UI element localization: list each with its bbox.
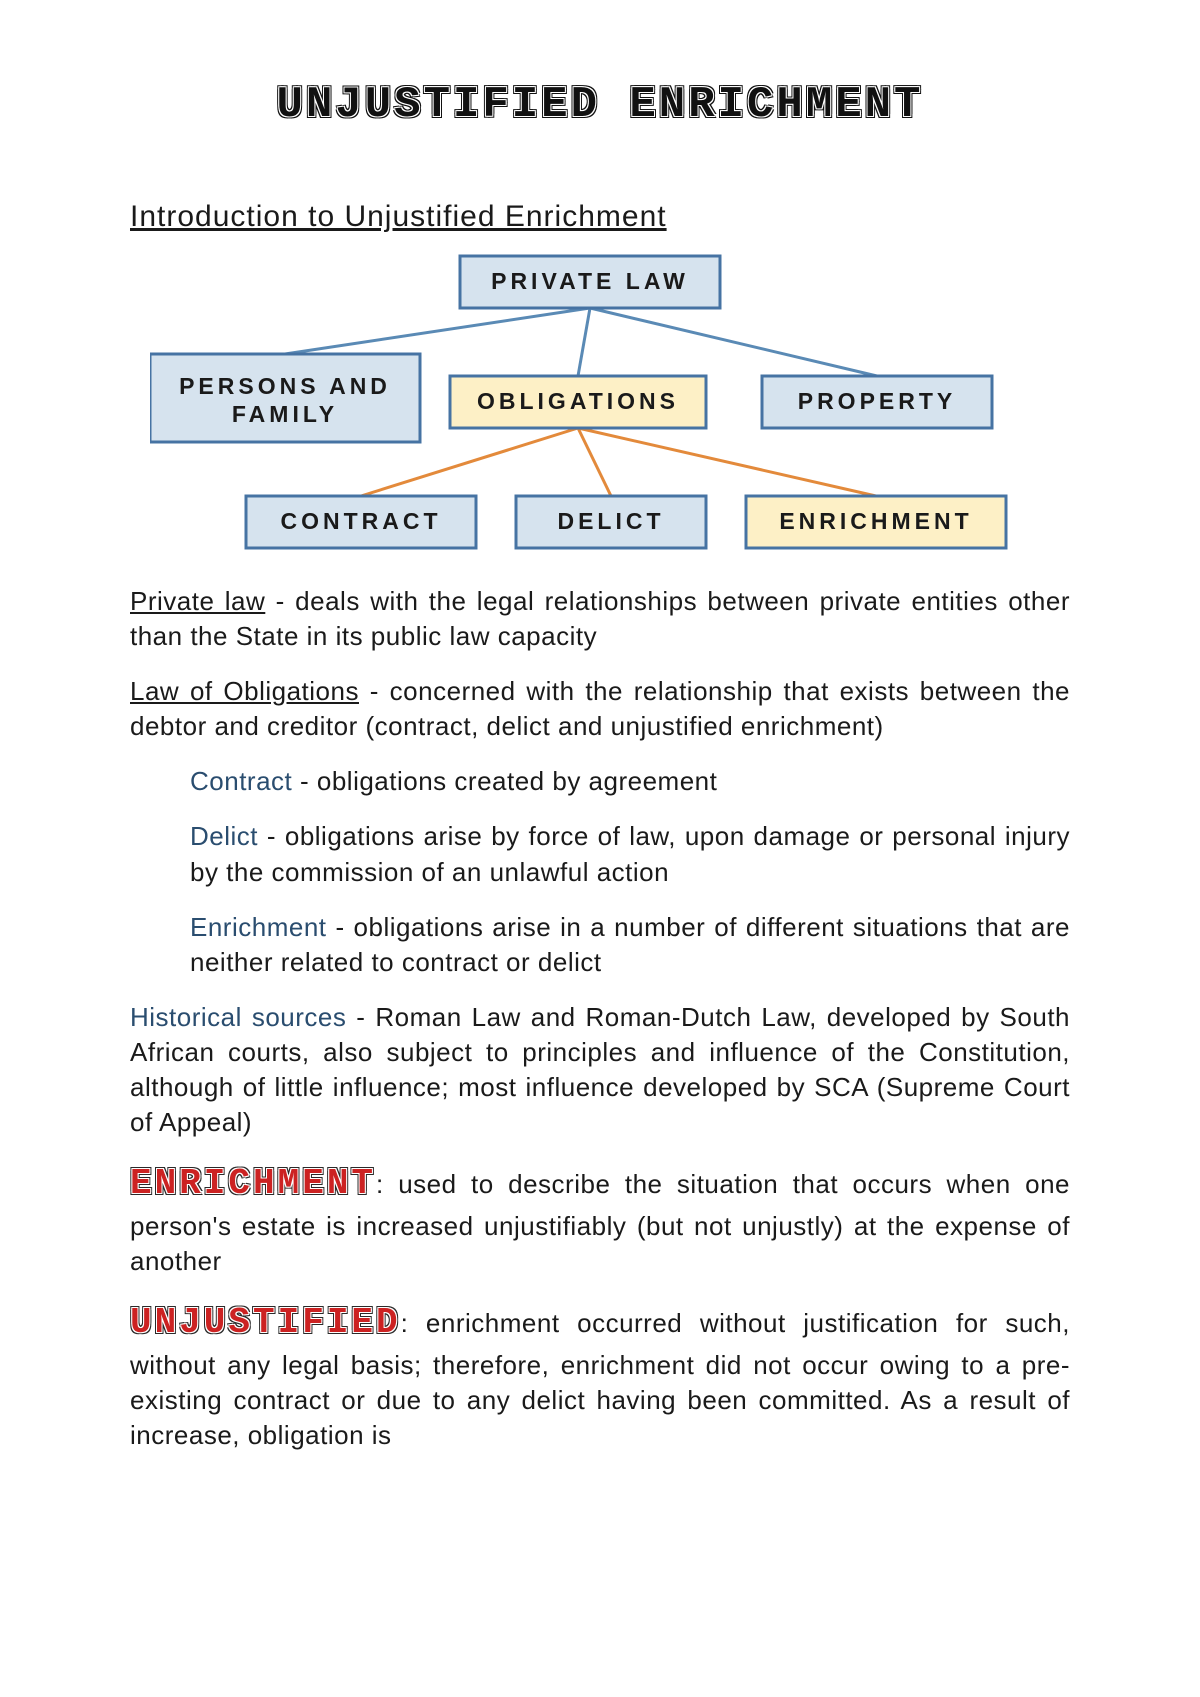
svg-text:ENRICHMENT: ENRICHMENT — [779, 508, 972, 534]
svg-text:FAMILY: FAMILY — [232, 401, 338, 427]
node-obligations: OBLIGATIONS — [450, 376, 706, 428]
node-persons-family: PERSONS ANDFAMILY — [150, 354, 420, 442]
head-enrichment: ENRICHMENT — [130, 1163, 376, 1204]
edge-obligations-delict — [578, 428, 611, 496]
term-historical: Historical sources — [130, 1002, 346, 1032]
svg-text:PRIVATE LAW: PRIVATE LAW — [491, 268, 689, 294]
svg-text:DELICT: DELICT — [557, 508, 664, 534]
term-private-law: Private law — [130, 586, 265, 616]
def-private-law: - deals with the legal relationships bet… — [130, 586, 1070, 651]
para-enrichment: Enrichment - obligations arise in a numb… — [130, 910, 1070, 980]
node-private-law: PRIVATE LAW — [460, 256, 720, 308]
term-delict: Delict — [190, 821, 258, 851]
edge-obligations-enrichment — [578, 428, 876, 496]
svg-text:PROPERTY: PROPERTY — [798, 388, 957, 414]
section-heading: Introduction to Unjustified Enrichment — [130, 200, 1070, 234]
hierarchy-diagram: PRIVATE LAW PERSONS ANDFAMILY OBLIGATIONS P… — [150, 246, 1050, 556]
svg-text:PERSONS AND: PERSONS AND — [179, 373, 391, 399]
edge-private-law-property — [590, 308, 877, 376]
node-enrichment: ENRICHMENT — [746, 496, 1006, 548]
page-title: UNJUSTIFIED ENRICHMENT — [130, 80, 1070, 130]
def-delict: - obligations arise by force of law, upo… — [190, 821, 1070, 886]
term-enrichment: Enrichment — [190, 912, 327, 942]
head-unjustified: UNJUSTIFIED — [130, 1302, 401, 1343]
para-unjustified-def: UNJUSTIFIED: enrichment occurred without… — [130, 1299, 1070, 1453]
term-contract: Contract — [190, 766, 292, 796]
svg-text:CONTRACT: CONTRACT — [280, 508, 441, 534]
node-property: PROPERTY — [762, 376, 992, 428]
svg-text:OBLIGATIONS: OBLIGATIONS — [477, 388, 679, 414]
para-enrichment-def: ENRICHMENT: used to describe the situati… — [130, 1160, 1070, 1279]
para-private-law: Private law - deals with the legal relat… — [130, 584, 1070, 654]
para-delict: Delict - obligations arise by force of l… — [130, 819, 1070, 889]
term-obligations: Law of Obligations — [130, 676, 359, 706]
def-contract: - obligations created by agreement — [292, 766, 717, 796]
edge-private-law-persons-family — [285, 308, 590, 354]
body-text: Private law - deals with the legal relat… — [130, 584, 1070, 1453]
page: UNJUSTIFIED ENRICHMENT Introduction to U… — [0, 0, 1200, 1533]
para-obligations: Law of Obligations - concerned with the … — [130, 674, 1070, 744]
para-historical: Historical sources - Roman Law and Roman… — [130, 1000, 1070, 1140]
edge-private-law-obligations — [578, 308, 590, 376]
para-contract: Contract - obligations created by agreem… — [130, 764, 1070, 799]
node-contract: CONTRACT — [246, 496, 476, 548]
node-delict: DELICT — [516, 496, 706, 548]
